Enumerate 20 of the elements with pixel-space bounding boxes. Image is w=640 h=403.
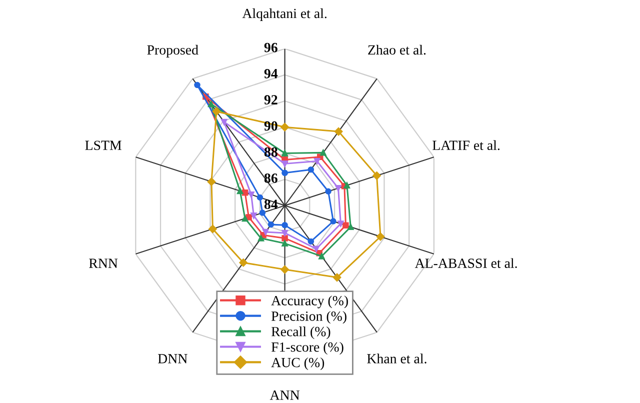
spoke-label: RNN <box>89 258 118 268</box>
spoke-label: ANN <box>270 390 300 400</box>
spoke-label: Proposed <box>147 44 198 58</box>
spoke-label: LATIF et al. <box>432 140 500 150</box>
spoke-label: DNN <box>158 354 188 364</box>
legend-label: Precision (%) <box>271 311 346 324</box>
spoke-label: Khan et al. <box>367 354 426 364</box>
y-tick-label: 92 <box>264 95 278 104</box>
spoke-label: AL-ABASSI et al. <box>414 258 517 268</box>
y-tick-label: 96 <box>264 42 278 52</box>
legend-label: F1-score (%) <box>271 342 344 355</box>
y-tick-label: 84 <box>264 200 278 210</box>
y-tick-label: 94 <box>264 69 278 78</box>
legend-label: Accuracy (%) <box>271 296 348 308</box>
spoke-label: Zhao et al. <box>368 44 426 55</box>
spoke-label: Alqahtani et al. <box>242 8 326 21</box>
legend-label: Recall (%) <box>271 326 330 340</box>
legend-label: AUC (%) <box>271 357 324 370</box>
y-tick-label: 86 <box>264 174 278 183</box>
spoke-label: LSTM <box>85 140 122 150</box>
